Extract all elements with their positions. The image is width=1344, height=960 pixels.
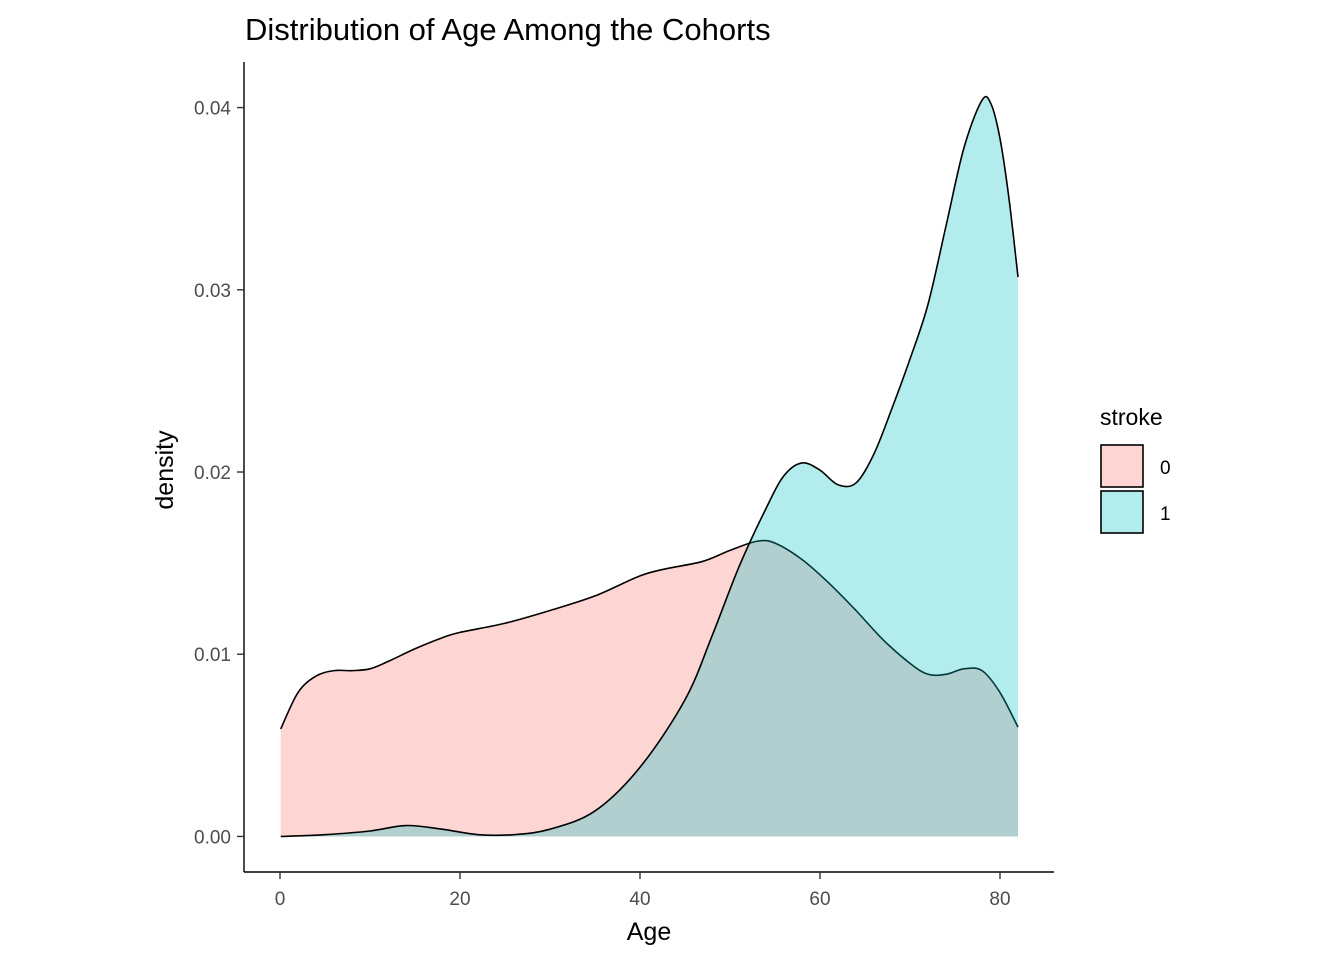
legend-key-stroke-0 — [1100, 444, 1144, 488]
x-tick-label: 40 — [629, 889, 650, 910]
y-axis-title: density — [151, 430, 179, 510]
y-tick-label: 0.03 — [194, 281, 231, 302]
legend-key-stroke-1 — [1100, 490, 1144, 534]
series-layer — [279, 95, 1019, 838]
y-tick-label: 0.01 — [194, 645, 231, 666]
legend-label-stroke-1: 1 — [1160, 504, 1171, 525]
x-tick-label: 20 — [449, 889, 470, 910]
y-tick-label: 0.04 — [194, 99, 231, 120]
density-area-stroke-0 — [280, 540, 1019, 837]
x-tick-label: 0 — [275, 889, 286, 910]
density-line-stroke-0 — [279, 539, 1019, 730]
x-tick-label: 60 — [809, 889, 830, 910]
legend-key-bg — [1101, 445, 1143, 487]
legend-title: stroke — [1100, 404, 1163, 430]
x-tick-label: 80 — [989, 889, 1010, 910]
legend-key-bg — [1101, 491, 1143, 533]
density-line-stroke-1 — [280, 95, 1019, 838]
y-tick-label: 0.02 — [194, 463, 231, 484]
legend-entries: 01 — [1100, 444, 1171, 534]
chart-title: Distribution of Age Among the Cohorts — [245, 12, 771, 47]
y-tick-label: 0.00 — [194, 827, 231, 848]
density-area-stroke-1 — [280, 96, 1019, 837]
axes-layer: 0 20 40 60 80 0.00 0.01 0.02 0.03 0.04 — [194, 62, 1054, 910]
legend: stroke 01 — [1100, 404, 1171, 534]
x-axis-title: Age — [627, 918, 671, 946]
legend-label-stroke-0: 0 — [1160, 458, 1171, 479]
